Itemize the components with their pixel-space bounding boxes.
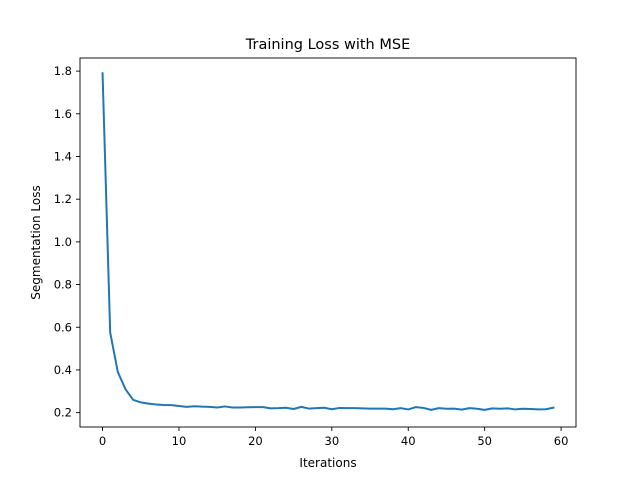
x-tick-label: 40 [401,434,416,448]
y-tick-label: 0.8 [54,278,72,292]
x-tick-label: 30 [325,434,340,448]
y-tick-label: 1.0 [54,235,72,249]
chart-title: Training Loss with MSE [245,37,410,53]
x-tick-label: 0 [99,434,106,448]
x-tick-label: 10 [172,434,187,448]
y-tick-label: 0.6 [54,320,72,334]
y-tick-label: 1.8 [54,64,72,78]
y-tick-label: 1.4 [54,149,72,163]
series-layer [101,72,555,411]
plot-frame [79,57,577,428]
plot-area [79,57,577,428]
x-tick-label: 20 [248,434,263,448]
y-tick-label: 1.2 [54,192,72,206]
y-tick-label: 0.2 [54,406,72,420]
x-tick-label: 60 [554,434,569,448]
x-tick-label: 50 [477,434,492,448]
x-axis: 0 10 20 30 40 50 60 [99,427,569,448]
x-axis-label: Iterations [299,456,356,470]
y-axis: 0.2 0.4 0.6 0.8 1.0 1.2 1.4 1.6 1.8 [54,64,80,420]
loss-line [101,72,555,411]
y-axis-label: Segmentation Loss [29,185,43,299]
y-tick-label: 1.6 [54,107,72,121]
y-tick-label: 0.4 [54,363,72,377]
